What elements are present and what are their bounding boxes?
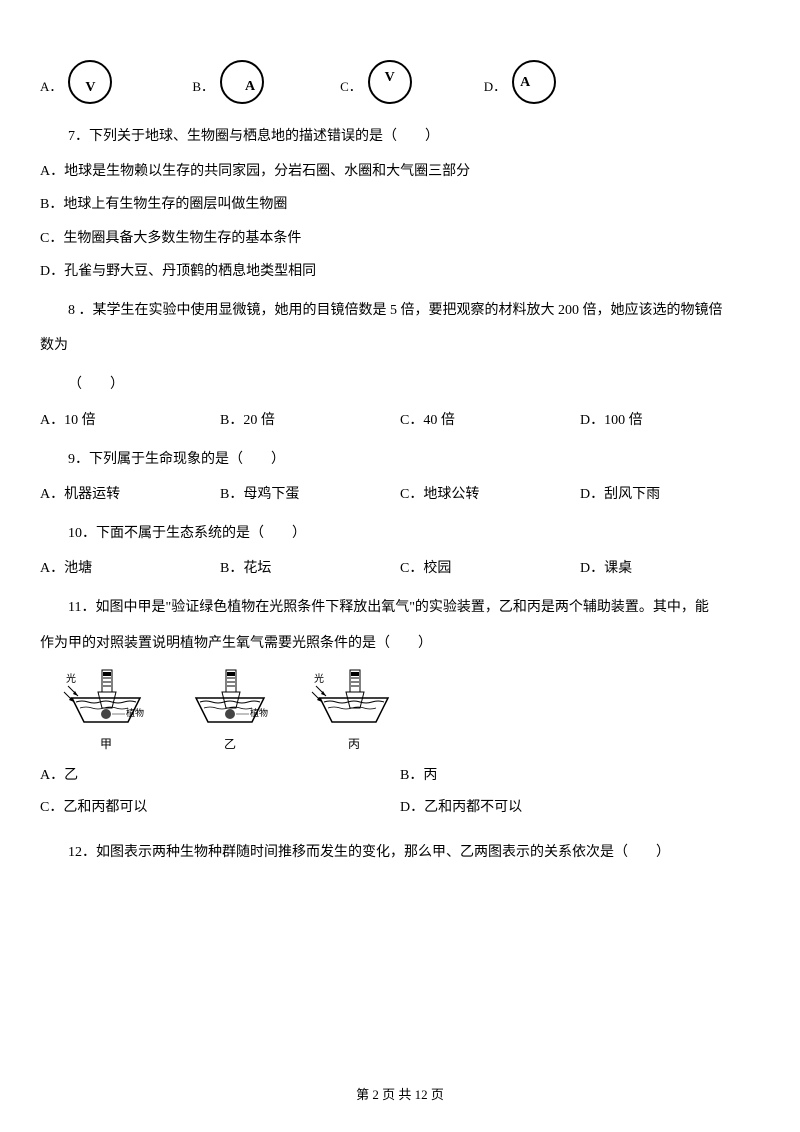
q7-c: C．生物圈具备大多数生物生存的基本条件 [40, 226, 760, 251]
q11-c: C．乙和丙都可以 [40, 795, 400, 820]
circle-b-letter: A [245, 74, 255, 99]
q12-stem: 12．如图表示两种生物种群随时间推移而发生的变化，那么甲、乙两图表示的关系依次是… [40, 840, 760, 865]
opt-d-item: D． A [484, 60, 556, 104]
opt-c-item: C． V [340, 60, 412, 104]
experiment-diagram: 光 植物 甲 植物 乙 [62, 668, 760, 756]
q10-d: D．课桌 [580, 556, 760, 581]
opt-a-label: A． [40, 75, 62, 104]
jia-text: 甲 [100, 734, 112, 756]
q7-d: D．孔雀与野大豆、丹顶鹤的栖息地类型相同 [40, 259, 760, 284]
opt-a-item: A． V [40, 60, 112, 104]
q8-d: D．100 倍 [580, 408, 760, 433]
circle-a-letter: V [85, 75, 95, 100]
page-footer: 第 2 页 共 12 页 [0, 1083, 800, 1106]
q10-stem: 10．下面不属于生态系统的是（ ） [40, 521, 760, 546]
q9-d: D．刮风下雨 [580, 482, 760, 507]
q9-a: A．机器运转 [40, 482, 220, 507]
light-label-jia: 光 [66, 672, 76, 685]
yi-text: 乙 [224, 734, 236, 756]
q11-opts: A．乙 B．丙 C．乙和丙都可以 D．乙和丙都不可以 [40, 763, 760, 825]
q11-a: A．乙 [40, 763, 400, 788]
q8-a: A．10 倍 [40, 408, 220, 433]
q9-stem: 9．下列属于生命现象的是（ ） [40, 447, 760, 472]
opt-d-label: D． [484, 75, 506, 104]
circle-options-row: A． V B． A C． V D． A [40, 60, 760, 104]
bing-text: 丙 [348, 734, 360, 756]
q9-opts: A．机器运转 B．母鸡下蛋 C．地球公转 D．刮风下雨 [40, 482, 760, 507]
opt-b-label: B． [192, 75, 214, 104]
q7-a: A．地球是生物赖以生存的共同家园，分岩石圈、水圈和大气圈三部分 [40, 159, 760, 184]
beaker-jia: 光 植物 甲 [62, 668, 150, 756]
q9-c: C．地球公转 [400, 482, 580, 507]
opt-c-label: C． [340, 75, 362, 104]
q8-c: C．40 倍 [400, 408, 580, 433]
q8-stem2: 数为 [40, 333, 760, 358]
q8-paren: （ ） [40, 372, 760, 397]
q8-opts: A．10 倍 B．20 倍 C．40 倍 D．100 倍 [40, 408, 760, 433]
circle-c: V [368, 60, 412, 104]
q8-stem: 8 ．某学生在实验中使用显微镜，她用的目镜倍数是 5 倍，要把观察的材料放大 2… [40, 298, 760, 323]
beaker-bing: 光 丙 [310, 668, 398, 756]
q7-b: B．地球上有生物生存的圈层叫做生物圈 [40, 192, 760, 217]
circle-d-letter: A [520, 70, 530, 95]
plant-label-jia: 植物 [126, 707, 144, 718]
q10-opts: A．池塘 B．花坛 C．校园 D．课桌 [40, 556, 760, 581]
q9-b: B．母鸡下蛋 [220, 482, 400, 507]
light-label-bing: 光 [314, 672, 324, 685]
q10-c: C．校园 [400, 556, 580, 581]
circle-b: A [220, 60, 264, 104]
q11-stem: 11．如图中甲是"验证绿色植物在光照条件下释放出氧气"的实验装置，乙和丙是两个辅… [40, 595, 760, 620]
q11-b: B．丙 [400, 763, 760, 788]
circle-d: A [512, 60, 556, 104]
q7-stem: 7．下列关于地球、生物圈与栖息地的描述错误的是（ ） [40, 124, 760, 149]
q11-d: D．乙和丙都不可以 [400, 795, 760, 820]
opt-b-item: B． A [192, 60, 264, 104]
q11-stem2: 作为甲的对照装置说明植物产生氧气需要光照条件的是（ ） [40, 631, 760, 656]
q10-b: B．花坛 [220, 556, 400, 581]
q10-a: A．池塘 [40, 556, 220, 581]
circle-a: V [68, 60, 112, 104]
beaker-yi: 植物 乙 [186, 668, 274, 756]
circle-c-letter: V [385, 65, 395, 90]
q8-b: B．20 倍 [220, 408, 400, 433]
plant-label-yi: 植物 [250, 707, 268, 718]
